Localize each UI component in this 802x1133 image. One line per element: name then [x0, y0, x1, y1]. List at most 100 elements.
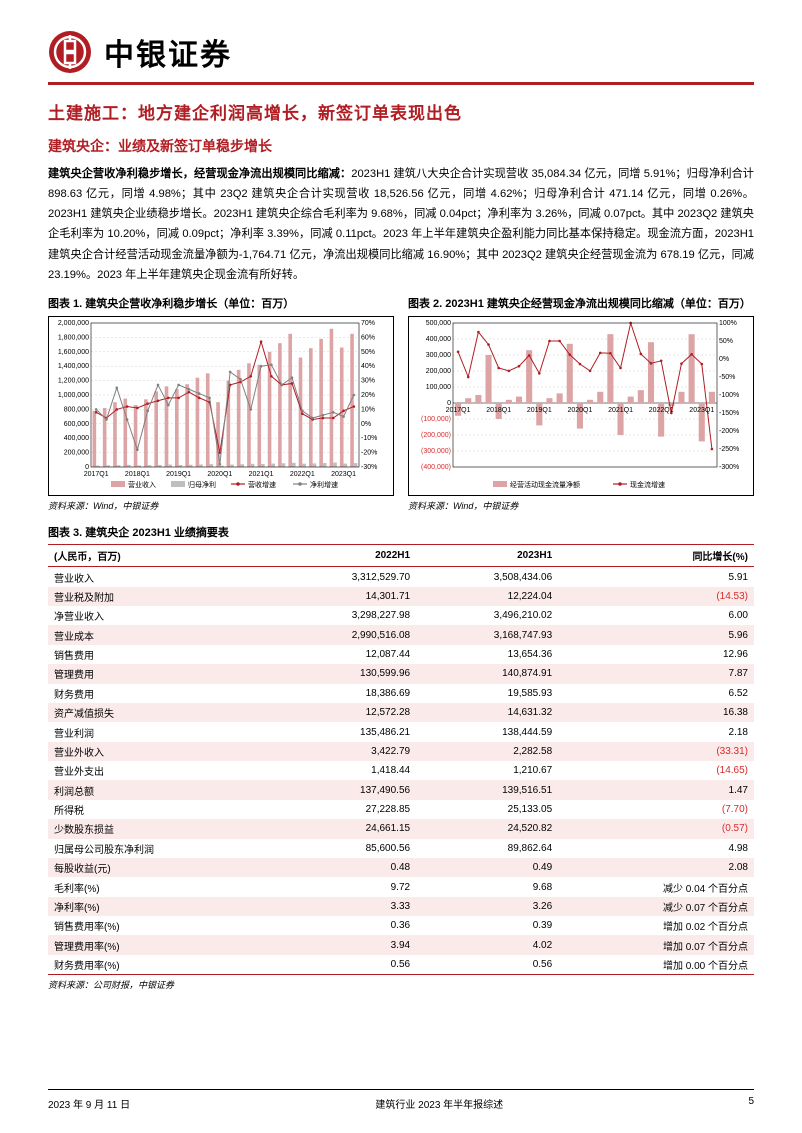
- table-cell: 2.18: [558, 722, 754, 741]
- table-cell: 18,386.69: [274, 684, 416, 703]
- chart2-box: (400,000)(300,000)(200,000)(100,000)0100…: [408, 316, 754, 496]
- svg-text:2,000,000: 2,000,000: [58, 320, 89, 327]
- svg-text:(400,000): (400,000): [421, 464, 451, 471]
- table-cell: 5.96: [558, 625, 754, 644]
- table-cell: 减少 0.07 个百分点: [558, 897, 754, 916]
- svg-text:50%: 50%: [361, 349, 375, 356]
- svg-text:2021Q1: 2021Q1: [608, 407, 633, 414]
- svg-text:200,000: 200,000: [64, 450, 89, 457]
- svg-text:2019Q1: 2019Q1: [527, 407, 552, 414]
- table-cell: (0.57): [558, 819, 754, 838]
- table-cell: 27,228.85: [274, 800, 416, 819]
- svg-text:(300,000): (300,000): [421, 448, 451, 455]
- svg-text:40%: 40%: [361, 364, 375, 371]
- table-row: 管理费用130,599.96140,874.917.87: [48, 664, 754, 683]
- svg-text:-50%: -50%: [719, 374, 735, 381]
- table-cell: 净利率(%): [48, 897, 274, 916]
- table-cell: 12,087.44: [274, 645, 416, 664]
- table-cell: 财务费用率(%): [48, 955, 274, 975]
- svg-text:经营活动现金流量净额: 经营活动现金流量净额: [510, 480, 580, 489]
- svg-text:2021Q1: 2021Q1: [249, 471, 274, 478]
- table-cell: 毛利率(%): [48, 877, 274, 896]
- footer-center: 建筑行业 2023 年半年报综述: [375, 1096, 503, 1111]
- table-cell: 25,133.05: [416, 800, 558, 819]
- table-cell: 归属母公司股东净利润: [48, 839, 274, 858]
- table3-title: 图表 3. 建筑央企 2023H1 业绩摘要表: [48, 524, 754, 540]
- table-cell: 2.08: [558, 858, 754, 877]
- svg-text:2018Q1: 2018Q1: [486, 407, 511, 414]
- svg-text:营收增速: 营收增速: [248, 480, 276, 489]
- table-cell: 资产减值损失: [48, 703, 274, 722]
- table-row: 营业外支出1,418.441,210.67(14.65): [48, 761, 754, 780]
- table-cell: 89,862.64: [416, 839, 558, 858]
- table-cell: 2,990,516.08: [274, 625, 416, 644]
- svg-text:营业收入: 营业收入: [128, 480, 156, 489]
- svg-text:0%: 0%: [361, 421, 371, 428]
- table-cell: 6.00: [558, 606, 754, 625]
- table-cell: 营业税及附加: [48, 587, 274, 606]
- svg-text:800,000: 800,000: [64, 407, 89, 414]
- table-row: 归属母公司股东净利润85,600.5689,862.644.98: [48, 839, 754, 858]
- table-header: 2022H1: [274, 545, 416, 567]
- footer-date: 2023 年 9 月 11 日: [48, 1096, 130, 1111]
- table-row: 财务费用18,386.6919,585.936.52: [48, 684, 754, 703]
- table-row: 营业成本2,990,516.083,168,747.935.96: [48, 625, 754, 644]
- svg-text:-150%: -150%: [719, 410, 739, 417]
- table-cell: 0.56: [274, 955, 416, 975]
- table-cell: 12.96: [558, 645, 754, 664]
- table-cell: 6.52: [558, 684, 754, 703]
- table-row: 净利率(%)3.333.26减少 0.07 个百分点: [48, 897, 754, 916]
- table-cell: 少数股东损益: [48, 819, 274, 838]
- table-cell: 净营业收入: [48, 606, 274, 625]
- page-header: 中银证券: [48, 30, 754, 85]
- table-cell: 每股收益(元): [48, 858, 274, 877]
- table-cell: 135,486.21: [274, 722, 416, 741]
- table3-source: 资料来源：公司财报，中银证券: [48, 978, 754, 991]
- table-cell: 24,661.15: [274, 819, 416, 838]
- chart2-title: 图表 2. 2023H1 建筑央企经营现金净流出规模同比缩减（单位：百万）: [408, 297, 754, 312]
- page-footer: 2023 年 9 月 11 日 建筑行业 2023 年半年报综述 5: [48, 1089, 754, 1111]
- table-cell: 3,168,747.93: [416, 625, 558, 644]
- table-row: 资产减值损失12,572.2814,631.3216.38: [48, 703, 754, 722]
- table-cell: 12,224.04: [416, 587, 558, 606]
- table-row: 营业利润135,486.21138,444.592.18: [48, 722, 754, 741]
- body-rest: 2023H1 建筑八大央企合计实现营收 35,084.34 亿元，同增 5.91…: [48, 168, 754, 281]
- table-cell: 销售费用: [48, 645, 274, 664]
- svg-text:50%: 50%: [719, 338, 733, 345]
- svg-text:500,000: 500,000: [426, 320, 451, 327]
- svg-text:(200,000): (200,000): [421, 432, 451, 439]
- body-bold: 建筑央企营收净利稳步增长，经营现金净流出规模同比缩减：: [48, 168, 351, 180]
- table-cell: 增加 0.02 个百分点: [558, 916, 754, 935]
- chart1-title: 图表 1. 建筑央企营收净利稳步增长（单位：百万）: [48, 297, 394, 312]
- table-cell: 5.91: [558, 567, 754, 587]
- table-cell: 0.56: [416, 955, 558, 975]
- table-cell: 减少 0.04 个百分点: [558, 877, 754, 896]
- table-cell: 3,312,529.70: [274, 567, 416, 587]
- logo-icon: [48, 30, 92, 74]
- svg-text:-200%: -200%: [719, 428, 739, 435]
- table-cell: 85,600.56: [274, 839, 416, 858]
- chart1-box: 0200,000400,000600,000800,0001,000,0001,…: [48, 316, 394, 496]
- table-cell: 14,301.71: [274, 587, 416, 606]
- svg-text:-100%: -100%: [719, 392, 739, 399]
- table-cell: 增加 0.00 个百分点: [558, 955, 754, 975]
- svg-text:-10%: -10%: [361, 436, 377, 443]
- table-row: 销售费用12,087.4413,654.3612.96: [48, 645, 754, 664]
- svg-text:-20%: -20%: [361, 450, 377, 457]
- chart2-col: 图表 2. 2023H1 建筑央企经营现金净流出规模同比缩减（单位：百万） (4…: [408, 297, 754, 512]
- section-subtitle: 建筑央企：业绩及新签订单稳步增长: [48, 136, 754, 156]
- table-cell: 140,874.91: [416, 664, 558, 683]
- table-cell: 3,422.79: [274, 742, 416, 761]
- svg-text:2022Q1: 2022Q1: [649, 407, 674, 414]
- svg-text:20%: 20%: [361, 392, 375, 399]
- company-name: 中银证券: [104, 30, 232, 74]
- table-header: 同比增长(%): [558, 545, 754, 567]
- chart1-col: 图表 1. 建筑央企营收净利稳步增长（单位：百万） 0200,000400,00…: [48, 297, 394, 512]
- table-cell: 138,444.59: [416, 722, 558, 741]
- table-cell: 2,282.58: [416, 742, 558, 761]
- table-cell: 所得税: [48, 800, 274, 819]
- table-cell: 13,654.36: [416, 645, 558, 664]
- table-row: 营业税及附加14,301.7112,224.04(14.53): [48, 587, 754, 606]
- svg-text:70%: 70%: [361, 320, 375, 327]
- table-cell: (33.31): [558, 742, 754, 761]
